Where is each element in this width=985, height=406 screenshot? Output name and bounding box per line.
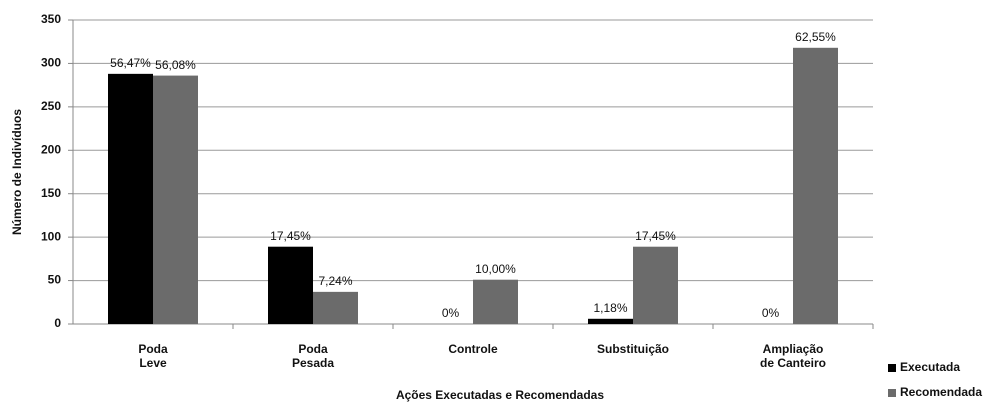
x-tick-label: Pesada [292, 356, 334, 370]
legend-swatch [888, 364, 896, 372]
bar-annotation: 56,08% [155, 58, 196, 72]
bar-annotation: 0% [442, 306, 460, 320]
bar [153, 75, 198, 325]
legend-swatch [888, 389, 896, 397]
legend-label: Executada [900, 360, 960, 374]
bar [313, 291, 358, 324]
bar [108, 73, 153, 324]
bar [268, 246, 313, 324]
x-tick-label: Poda [138, 342, 168, 356]
bar [588, 318, 633, 324]
bar [473, 279, 518, 324]
bar-annotation: 17,45% [635, 229, 676, 243]
bar-annotation: 1,18% [593, 301, 627, 315]
bar-annotation: 17,45% [270, 229, 311, 243]
bar-annotation: 7,24% [318, 274, 352, 288]
y-tick-label: 100 [41, 229, 61, 243]
bar [793, 47, 838, 325]
y-tick-label: 200 [41, 142, 61, 156]
bar [633, 246, 678, 324]
x-tick-label: Leve [139, 356, 167, 370]
y-tick-label: 150 [41, 186, 61, 200]
y-tick-label: 250 [41, 99, 61, 113]
legend-label: Recomendada [900, 385, 982, 399]
y-tick-label: 300 [41, 56, 61, 70]
bar-annotation: 62,55% [795, 30, 836, 44]
y-axis-label: Número de Indivíduos [10, 109, 24, 235]
y-tick-label: 50 [48, 273, 62, 287]
x-tick-label: de Canteiro [760, 356, 826, 370]
x-axis-label: Ações Executadas e Recomendadas [396, 388, 604, 402]
y-tick-label: 350 [41, 12, 61, 26]
x-tick-label: Ampliação [763, 342, 824, 356]
bar-annotation: 10,00% [475, 262, 516, 276]
x-tick-label: Controle [448, 342, 498, 356]
x-tick-label: Poda [298, 342, 328, 356]
bar-annotation: 0% [762, 306, 780, 320]
x-tick-label: Substituição [597, 342, 669, 356]
bar-annotation: 56,47% [110, 56, 151, 70]
y-tick-label: 0 [54, 316, 61, 330]
